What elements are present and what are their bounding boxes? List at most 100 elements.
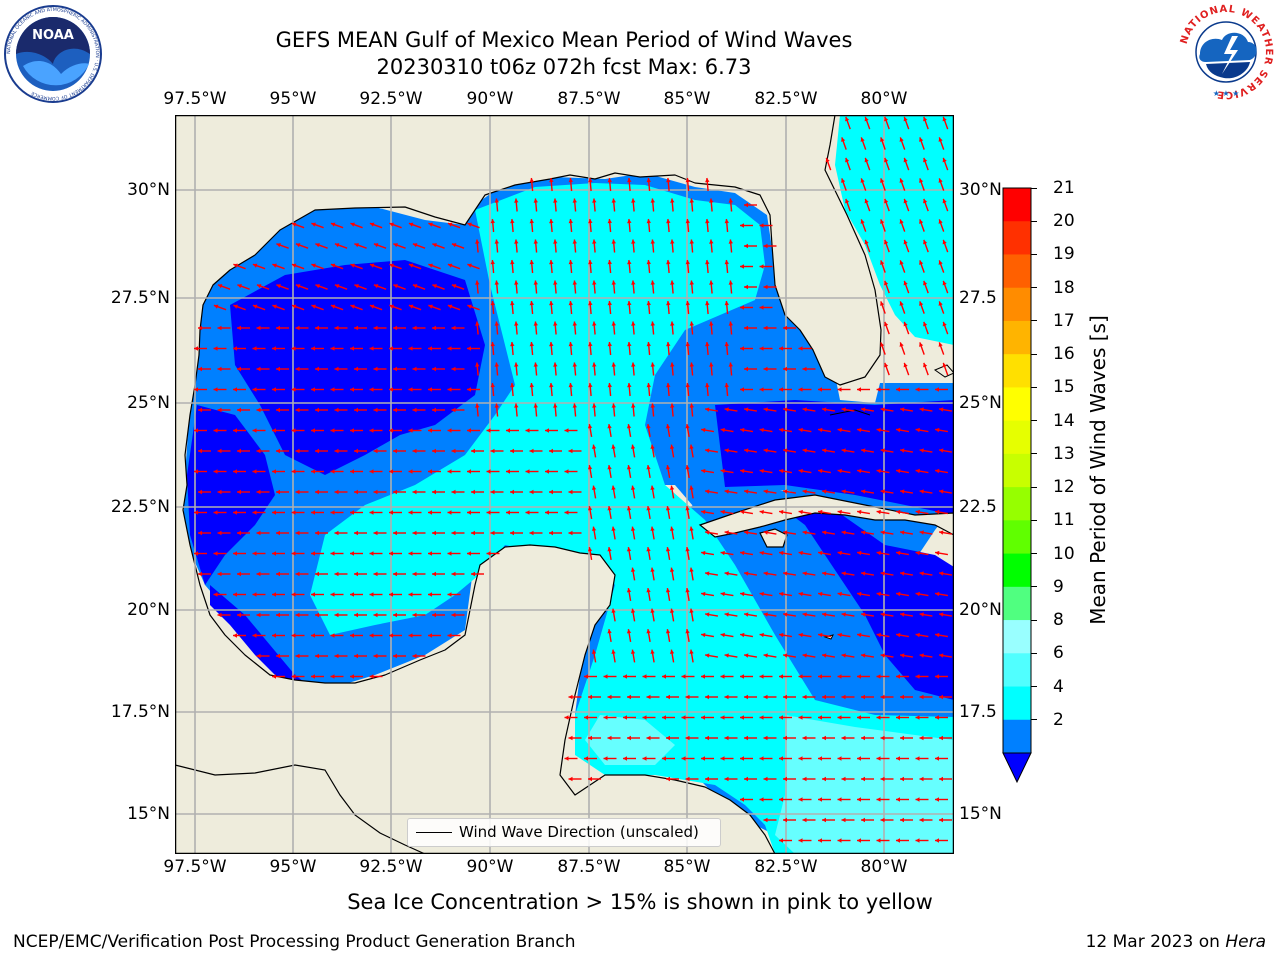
colorbar-tick-mark [1031,519,1037,521]
colorbar-tick-mark [1031,353,1037,355]
wave-direction-arrow [607,464,612,479]
wave-direction-arrow [837,468,851,474]
wave-direction-arrow [587,505,593,520]
legend-line-icon [416,832,452,833]
wave-direction-arrow [611,608,616,622]
wave-direction-arrow [650,485,655,499]
wave-direction-arrow [744,366,757,372]
wave-direction-arrow [857,797,870,802]
wave-direction-arrow [330,674,344,679]
wave-direction-arrow [689,198,694,212]
wave-direction-arrow [213,551,227,556]
wave-direction-arrow [549,489,562,495]
wave-direction-arrow [837,427,851,433]
wave-direction-arrow [685,300,690,315]
wave-direction-arrow [354,571,367,577]
wave-direction-arrow [432,612,445,618]
colorbar-tick-label: 15 [1053,377,1075,398]
wave-direction-arrow [545,510,558,515]
wave-direction-arrow [432,448,445,454]
wave-direction-arrow [841,612,855,617]
wave-direction-arrow [389,469,402,474]
wave-direction-arrow [490,300,495,315]
map-title-line2: 20230310 t06z 072h fcst Max: 6.73 [376,55,752,79]
wave-direction-arrow [408,222,422,229]
wave-direction-arrow [276,366,289,372]
wave-direction-arrow [373,284,387,290]
wave-direction-arrow [588,300,593,315]
wave-direction-arrow [490,530,504,536]
wave-direction-arrow [213,469,227,474]
wave-direction-arrow [428,222,441,229]
wave-direction-arrow [533,280,538,294]
wave-direction-arrow [588,218,593,233]
wave-direction-arrow [700,427,715,433]
wave-direction-arrow [295,448,309,454]
wave-direction-arrow [650,321,655,335]
wave-direction-arrow [759,632,773,638]
wave-direction-arrow [646,259,651,274]
wave-direction-arrow [915,838,929,843]
wave-direction-arrow [412,325,426,331]
wave-direction-arrow [587,423,593,438]
wave-direction-arrow [740,797,753,802]
wave-direction-arrow [369,674,383,679]
map-plot-area[interactable] [174,114,955,855]
wave-direction-arrow [533,198,538,212]
wave-direction-arrow [709,198,714,212]
wave-direction-arrow [700,468,715,474]
wave-direction-arrow [744,776,757,782]
wave-direction-arrow [666,735,679,741]
wave-direction-arrow [903,116,910,130]
wave-direction-arrow [389,633,402,638]
lon-tick-top: 95°W [269,89,317,109]
wave-direction-arrow [724,776,738,782]
wave-direction-arrow [584,756,597,761]
lat-tick-left: 30°N [127,180,170,200]
wave-direction-arrow [900,735,913,741]
wave-direction-arrow [428,633,441,638]
wave-direction-arrow [510,448,523,454]
wave-direction-arrow [256,612,270,618]
wave-direction-arrow [510,218,515,233]
wave-direction-arrow [876,468,890,474]
wave-direction-arrow [935,715,948,720]
wave-direction-arrow [295,612,309,618]
wave-direction-arrow [611,526,616,540]
wave-direction-arrow [880,776,894,782]
wave-direction-arrow [743,448,758,453]
wave-direction-arrow [213,346,227,351]
wave-direction-arrow [276,284,289,290]
wave-direction-arrow [685,177,690,192]
wave-direction-arrow [837,838,851,843]
wave-direction-arrow [611,239,616,253]
wave-direction-arrow [217,366,231,372]
wave-direction-arrow [798,346,812,351]
wave-direction-arrow [447,551,461,556]
wave-direction-arrow [252,592,266,597]
wave-direction-arrow [783,366,796,372]
lon-tick-bottom: 90°W [466,857,514,877]
wave-direction-arrow [934,550,949,556]
wave-direction-arrow [256,325,270,331]
wave-direction-arrow [607,259,612,274]
wave-direction-arrow [681,715,695,720]
wave-direction-arrow [763,243,777,249]
wave-direction-arrow [603,756,617,761]
wave-direction-arrow [739,632,754,638]
wave-direction-arrow [685,694,699,700]
wave-direction-arrow [821,530,836,535]
wave-direction-arrow [584,715,597,720]
wave-direction-arrow [818,838,831,843]
wave-direction-arrow [272,263,285,270]
lon-tick-bottom: 92.5°W [359,857,423,877]
wave-direction-arrow [412,366,426,372]
wave-direction-arrow [650,280,655,294]
wave-direction-arrow [895,591,910,597]
wave-direction-arrow [568,382,573,397]
wave-direction-arrow [330,469,344,474]
colorbar-tick-label: 19 [1053,244,1075,265]
wave-direction-arrow [778,509,793,515]
wave-direction-arrow [938,571,953,576]
wave-direction-arrow [447,469,461,474]
